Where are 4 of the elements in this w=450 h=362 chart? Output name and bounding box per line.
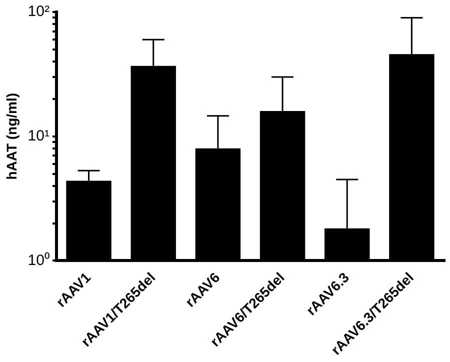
y-axis-title: hAAT (ng/ml) (3, 92, 20, 180)
y-tick-label: 10¹ (28, 128, 50, 144)
y-tick-label: 10⁰ (28, 252, 50, 269)
y-tick-label: 10² (28, 3, 50, 20)
